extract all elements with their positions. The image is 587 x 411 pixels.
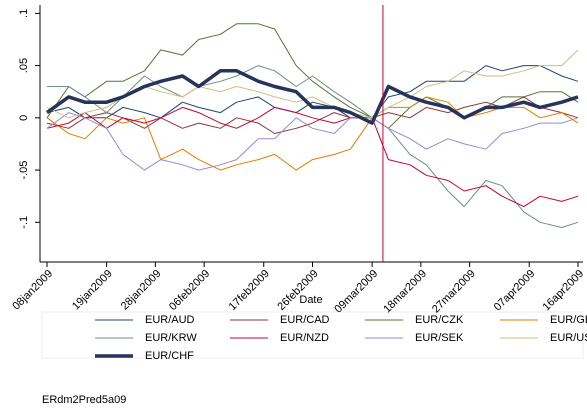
series-line [46, 23, 579, 129]
series-line [45, 69, 579, 125]
legend-label: EUR/CHF [145, 350, 194, 362]
series-line [46, 96, 579, 171]
legend-label: EUR/AUD [145, 314, 195, 326]
legend-box [41, 311, 584, 359]
y-tick-label: .05 [18, 58, 30, 73]
legend-label: EUR/GBP [550, 314, 587, 326]
legend-label: EUR/SEK [415, 332, 464, 344]
series-line [46, 65, 579, 119]
legend-label: EUR/KRW [145, 332, 197, 344]
legend-label: EUR/USD [550, 332, 587, 344]
series-line [46, 112, 579, 171]
legend-label: EUR/NZD [280, 332, 329, 344]
series-line [46, 106, 579, 208]
series-line [47, 65, 579, 228]
legend-label: EUR/CAD [280, 314, 330, 326]
note: ERdm2Pred5a09 [42, 394, 126, 406]
legend-label: EUR/CZK [415, 314, 464, 326]
x-axis-label: Date [299, 294, 322, 306]
y-tick-label: -.05 [18, 161, 30, 180]
y-tick-label: 0 [18, 115, 30, 121]
y-tick-label: .1 [18, 9, 30, 18]
y-tick-label: -.1 [18, 216, 30, 229]
